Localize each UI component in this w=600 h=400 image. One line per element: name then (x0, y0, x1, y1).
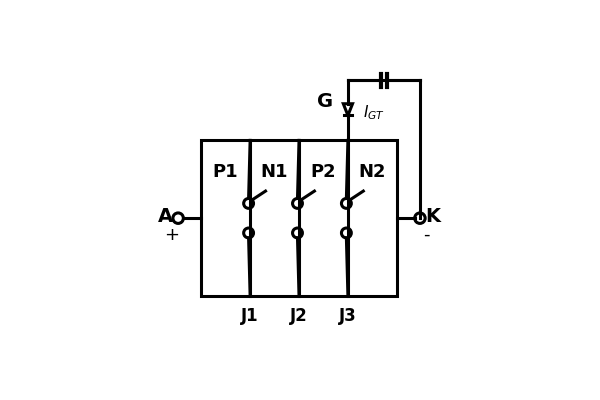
Text: -: - (424, 226, 430, 244)
Text: $\mathit{I}_{GT}$: $\mathit{I}_{GT}$ (363, 103, 385, 122)
Text: P1: P1 (213, 162, 239, 180)
Text: J3: J3 (339, 307, 357, 325)
Text: N1: N1 (261, 162, 289, 180)
Text: J1: J1 (241, 307, 259, 325)
Text: P2: P2 (311, 162, 336, 180)
Text: N2: N2 (359, 162, 386, 180)
Bar (201, 140, 397, 296)
Text: A: A (158, 207, 173, 226)
Text: +: + (164, 226, 179, 244)
Text: G: G (317, 92, 333, 111)
Text: K: K (425, 207, 440, 226)
Text: J2: J2 (290, 307, 308, 325)
